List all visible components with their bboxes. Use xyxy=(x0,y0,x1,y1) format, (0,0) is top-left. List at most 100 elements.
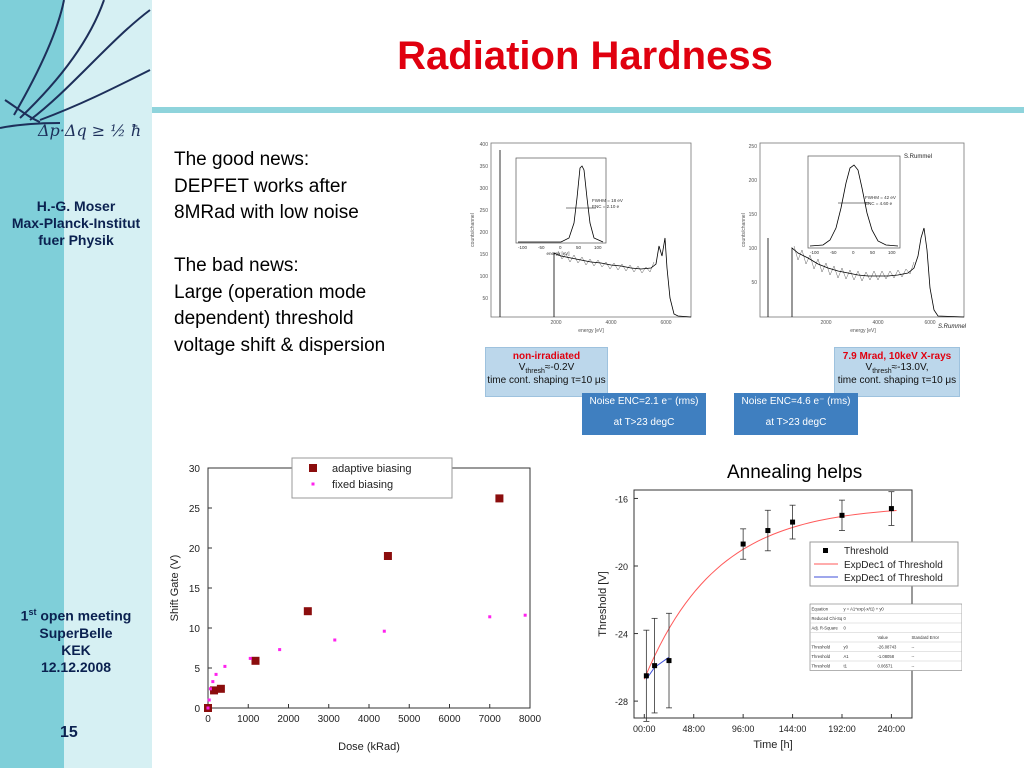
x-tick-label: 4000 xyxy=(872,320,883,326)
y-tick-label: 300 xyxy=(480,186,489,192)
x-tick-label: 2000 xyxy=(820,320,831,326)
data-point-fixed xyxy=(208,687,212,691)
fit-curve-red xyxy=(643,509,897,680)
y-tick-label: 150 xyxy=(749,212,758,218)
y-axis-label: counts/channel xyxy=(470,213,476,247)
legend-label-fixed: fixed biasing xyxy=(332,479,393,491)
institute-logo: Δp·Δq ≥ ½ ħ xyxy=(0,0,151,140)
inset-x-tick: -50 xyxy=(538,245,545,250)
x-tick-label: 240:00 xyxy=(878,724,906,734)
bad-news-line: voltage shift & dispersion xyxy=(174,334,386,356)
data-point-adaptive xyxy=(210,686,219,695)
data-point-adaptive xyxy=(251,656,260,665)
annealing-caption: Annealing helps xyxy=(727,462,863,483)
y-tick-label: 20 xyxy=(189,544,201,555)
good-news-line: DEPFET works after xyxy=(174,175,347,197)
inset-peak xyxy=(518,165,604,243)
inset-peak xyxy=(809,164,899,247)
x-tick-label: 8000 xyxy=(519,714,542,725)
inset-plot xyxy=(807,155,901,249)
x-axis-label: Dose (kRad) xyxy=(338,741,400,753)
fit-table-cell: A1 xyxy=(844,654,850,659)
legend-marker-threshold xyxy=(823,548,828,553)
y-tick-label: -24 xyxy=(615,630,628,640)
x-tick-label: 0 xyxy=(205,714,211,725)
spectrum-plot-left: 400 350 300 250 200 150 100 50 2000 4000… xyxy=(470,142,692,334)
y-tick-label: 200 xyxy=(749,178,758,184)
good-news-heading: The good news: xyxy=(174,149,310,170)
data-point-fixed xyxy=(206,706,210,710)
sidebar: Δp·Δq ≥ ½ ħ H.-G. Moser Max-Planck-Insti… xyxy=(0,0,152,768)
x-axis-label: energy [eV] xyxy=(578,328,604,334)
author-name: H.-G. Moser xyxy=(36,198,116,214)
fit-table-cell: -1.08058 xyxy=(878,654,895,659)
x-tick-label: 96:00 xyxy=(732,724,755,734)
dose-shift-chart: 0 1000 2000 3000 4000 5000 6000 7000 8000 0 5 10 15 2… xyxy=(169,457,542,753)
credit-label-bottom: S.Rummel xyxy=(938,324,967,330)
fit-table-cell: Reduced Chi-Sq xyxy=(812,616,843,621)
meeting-block: 1st open meeting SuperBelle KEK 12.12.20… xyxy=(0,604,152,676)
inset-x-tick: 100 xyxy=(594,245,602,250)
meeting-venue: KEK xyxy=(61,641,91,658)
fit-table-cell: Threshold xyxy=(812,645,831,650)
x-tick-label: 6000 xyxy=(660,320,671,326)
slide-title: Radiation Hardness xyxy=(397,34,773,78)
fit-table-cell: 0 xyxy=(844,626,847,631)
x-tick-label: 00:00 xyxy=(633,724,656,734)
legend-box xyxy=(291,457,453,499)
data-point-adaptive xyxy=(216,684,225,693)
data-point-fixed xyxy=(523,613,527,617)
fit-table-cell: -- xyxy=(912,645,915,650)
data-point-fixed xyxy=(207,698,211,702)
legend-label-threshold: Threshold xyxy=(844,546,888,557)
data-point xyxy=(790,519,796,525)
spectrum-curve xyxy=(791,227,965,318)
x-axis-label: energy [eV] xyxy=(850,328,876,334)
legend-label-fit-red: ExpDec1 of Threshold xyxy=(844,560,943,571)
fit-table-cell: -- xyxy=(912,654,915,659)
fit-table-cell: Value xyxy=(878,635,889,640)
inset-x-tick: -100 xyxy=(518,245,528,250)
y-tick-label: 100 xyxy=(749,246,758,252)
annealing-chart: 00:00 48:00 96:00 144:00 192:00 240:00 -28 -24 -… xyxy=(597,489,962,751)
x-tick-label: 7000 xyxy=(479,714,502,725)
y-tick-label: 400 xyxy=(480,142,489,148)
meeting-line1: 1st open meeting xyxy=(20,607,132,624)
legend-label-fit-blue: ExpDec1 of Threshold xyxy=(844,573,943,584)
x-tick-label: 4000 xyxy=(358,714,381,725)
noise-box-left: Noise ENC=2.1 e⁻ (rms) at T>23 degC xyxy=(582,393,706,435)
credit-label: S.Rummel xyxy=(904,154,932,160)
inset-x-tick: 50 xyxy=(870,250,876,255)
inset-annotation: FWHM = 18 eV xyxy=(592,198,623,203)
y-tick-label: 100 xyxy=(480,274,489,280)
y-axis-label: Threshold [V] xyxy=(597,571,609,636)
data-point-adaptive xyxy=(303,607,312,616)
data-point xyxy=(765,528,771,534)
inset-annotation: ENC = 4.60 e xyxy=(865,201,893,206)
x-tick-label: 4000 xyxy=(605,320,616,326)
data-point-fixed xyxy=(223,664,227,668)
x-axis-label: Time [h] xyxy=(753,739,792,751)
y-tick-label: 5 xyxy=(194,664,200,675)
fit-table-cell: -- xyxy=(912,664,915,669)
meeting-date: 12.12.2008 xyxy=(40,658,112,675)
bad-news-line: Large (operation mode xyxy=(174,281,367,303)
data-point xyxy=(888,506,894,512)
x-tick-label: 2000 xyxy=(550,320,561,326)
y-tick-label: 250 xyxy=(480,208,489,214)
sidebar-stripe xyxy=(0,0,64,768)
data-point-fixed xyxy=(382,629,386,633)
meeting-name: SuperBelle xyxy=(39,624,113,641)
data-point-adaptive xyxy=(495,494,504,503)
author-block: H.-G. Moser Max-Planck-Institut fuer Phy… xyxy=(0,198,152,249)
data-point xyxy=(740,541,746,547)
data-point-fixed xyxy=(278,648,282,652)
inset-annotation: FWHM = 42 eV xyxy=(865,195,896,200)
y-tick-label: 200 xyxy=(480,230,489,236)
plot-frame xyxy=(207,467,531,709)
y-tick-label: 15 xyxy=(189,584,201,595)
fit-table-cell: -26.08743 xyxy=(878,645,898,650)
logo-text: Δp·Δq ≥ ½ ħ xyxy=(37,121,141,140)
data-point-fixed xyxy=(248,656,252,660)
bad-news-heading: The bad news: xyxy=(174,255,299,276)
